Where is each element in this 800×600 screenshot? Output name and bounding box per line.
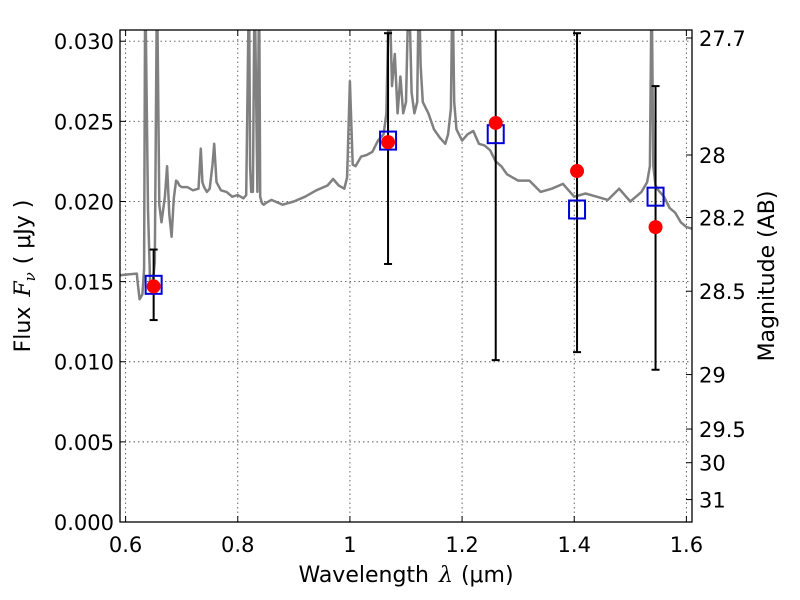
- observed-photometry: [146, 115, 663, 294]
- y2-tick-label: 29.5: [699, 418, 746, 442]
- x-tick-label: 1.4: [558, 533, 591, 557]
- axis-ticks: [120, 30, 692, 523]
- y-tick-labels: 0.000 0.005 0.010 0.015 0.020 0.025 0.030: [54, 30, 114, 535]
- y-tick-label: 0.010: [54, 351, 114, 375]
- y-tick-label: 0.020: [54, 190, 114, 214]
- model-box: [144, 274, 163, 295]
- y2-tick-label: 28.5: [699, 280, 746, 304]
- y-axis-label: FluxFν( μJy ): [11, 200, 39, 353]
- y2-tick-label: 27.7: [699, 27, 746, 51]
- x-tick-label: 0.6: [109, 533, 142, 557]
- y2-tick-labels: 27.7 28 28.2 28.5 29 29.5 30 31: [699, 27, 746, 513]
- y-tick-label: 0.025: [54, 110, 114, 134]
- model-box: [646, 186, 665, 207]
- observed-point: [381, 135, 396, 150]
- x-tick-label: 1: [343, 533, 356, 557]
- y-tick-label: 0.005: [54, 431, 114, 455]
- y2-tick-label: 31: [699, 489, 726, 513]
- plot-frame: [119, 29, 693, 523]
- x-tick-label: 1.6: [670, 533, 703, 557]
- observed-point: [146, 279, 161, 294]
- template-spectrum-line: [120, 30, 692, 301]
- y-tick-label: 0.015: [54, 271, 114, 295]
- observed-point: [570, 164, 585, 179]
- y2-tick-label: 30: [699, 452, 726, 476]
- model-box: [568, 199, 587, 220]
- model-band-fluxes: [144, 124, 665, 295]
- x-tick-labels: 0.6 0.8 1 1.2 1.4 1.6: [109, 533, 703, 557]
- y-tick-label: 0.030: [54, 30, 114, 54]
- x-axis-label: Wavelength λ (μm): [298, 563, 513, 588]
- plot-area: [120, 30, 692, 371]
- x-tick-label: 0.8: [221, 533, 254, 557]
- x-tick-label: 1.2: [445, 533, 478, 557]
- observed-point: [488, 115, 503, 130]
- y2-tick-label: 28.2: [699, 207, 746, 231]
- model-box: [379, 130, 398, 151]
- y2-tick-label: 28: [699, 144, 726, 168]
- y-tick-label: 0.000: [54, 511, 114, 535]
- y2-tick-label: 29: [699, 364, 726, 388]
- y2-axis-label: Magnitude (AB): [755, 191, 780, 362]
- observed-point: [648, 220, 663, 235]
